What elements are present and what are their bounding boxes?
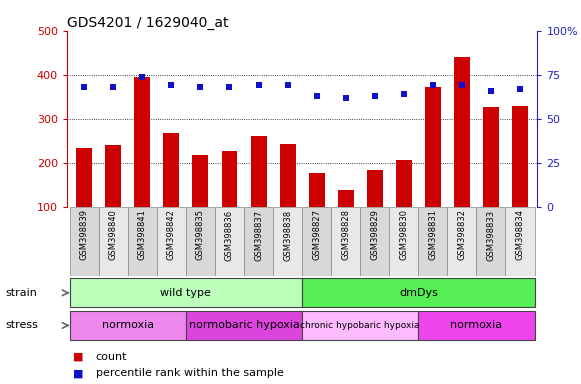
Bar <box>105 145 121 207</box>
Bar <box>70 278 302 308</box>
Text: GSM398836: GSM398836 <box>225 209 234 261</box>
Point <box>196 84 205 90</box>
Point <box>399 91 408 98</box>
Bar <box>273 207 302 276</box>
Bar <box>215 207 244 276</box>
Text: count: count <box>96 351 127 362</box>
Bar <box>302 278 535 308</box>
Point <box>254 83 263 89</box>
Text: normoxia: normoxia <box>102 320 154 331</box>
Point <box>515 86 525 92</box>
Bar <box>157 207 186 276</box>
Point <box>225 84 234 90</box>
Bar <box>244 207 273 276</box>
Text: GSM398827: GSM398827 <box>312 209 321 260</box>
Bar <box>396 160 412 207</box>
Text: GSM398831: GSM398831 <box>428 209 437 260</box>
Bar <box>331 207 360 276</box>
Bar <box>76 148 92 207</box>
Bar <box>512 106 528 207</box>
Bar <box>454 57 470 207</box>
Bar <box>186 311 302 340</box>
Bar <box>367 170 383 207</box>
Text: ■: ■ <box>73 368 83 379</box>
Bar <box>418 311 535 340</box>
Bar <box>302 311 418 340</box>
Text: normobaric hypoxia: normobaric hypoxia <box>189 320 299 331</box>
Bar <box>186 207 215 276</box>
Text: GSM398828: GSM398828 <box>341 209 350 260</box>
Text: percentile rank within the sample: percentile rank within the sample <box>96 368 284 379</box>
Bar <box>309 173 325 207</box>
Point <box>283 83 292 89</box>
Bar <box>302 207 331 276</box>
Bar <box>505 207 535 276</box>
Text: GSM398838: GSM398838 <box>283 209 292 261</box>
Point <box>341 95 350 101</box>
Text: normoxia: normoxia <box>450 320 503 331</box>
Text: dmDys: dmDys <box>399 288 437 298</box>
Point <box>428 83 437 89</box>
Point <box>370 93 379 99</box>
Bar <box>279 144 296 207</box>
Text: GSM398839: GSM398839 <box>80 209 89 260</box>
Bar <box>128 207 157 276</box>
Bar <box>338 190 354 207</box>
Text: wild type: wild type <box>160 288 211 298</box>
Text: stress: stress <box>6 320 39 331</box>
Point <box>138 74 147 80</box>
Text: GDS4201 / 1629040_at: GDS4201 / 1629040_at <box>67 16 228 30</box>
Text: GSM398834: GSM398834 <box>515 209 525 260</box>
Point <box>486 88 496 94</box>
Point <box>109 84 118 90</box>
Bar <box>134 77 150 207</box>
Text: GSM398833: GSM398833 <box>486 209 496 261</box>
Bar <box>483 107 499 207</box>
Bar <box>425 87 441 207</box>
Text: GSM398835: GSM398835 <box>196 209 205 260</box>
Bar <box>70 311 186 340</box>
Bar <box>221 151 238 207</box>
Text: GSM398837: GSM398837 <box>254 209 263 261</box>
Bar <box>99 207 128 276</box>
Text: GSM398830: GSM398830 <box>399 209 408 260</box>
Bar <box>360 207 389 276</box>
Bar <box>250 136 267 207</box>
Text: strain: strain <box>6 288 38 298</box>
Point <box>457 83 467 89</box>
Point <box>167 83 176 89</box>
Bar <box>447 207 476 276</box>
Point <box>312 93 321 99</box>
Bar <box>163 133 180 207</box>
Text: chronic hypobaric hypoxia: chronic hypobaric hypoxia <box>300 321 420 330</box>
Bar <box>476 207 505 276</box>
Text: GSM398841: GSM398841 <box>138 209 147 260</box>
Bar <box>389 207 418 276</box>
Text: GSM398829: GSM398829 <box>370 209 379 260</box>
Text: ■: ■ <box>73 351 83 362</box>
Bar <box>418 207 447 276</box>
Text: GSM398840: GSM398840 <box>109 209 118 260</box>
Bar <box>192 155 209 207</box>
Bar <box>70 207 99 276</box>
Text: GSM398832: GSM398832 <box>457 209 467 260</box>
Text: GSM398842: GSM398842 <box>167 209 176 260</box>
Point <box>80 84 89 90</box>
